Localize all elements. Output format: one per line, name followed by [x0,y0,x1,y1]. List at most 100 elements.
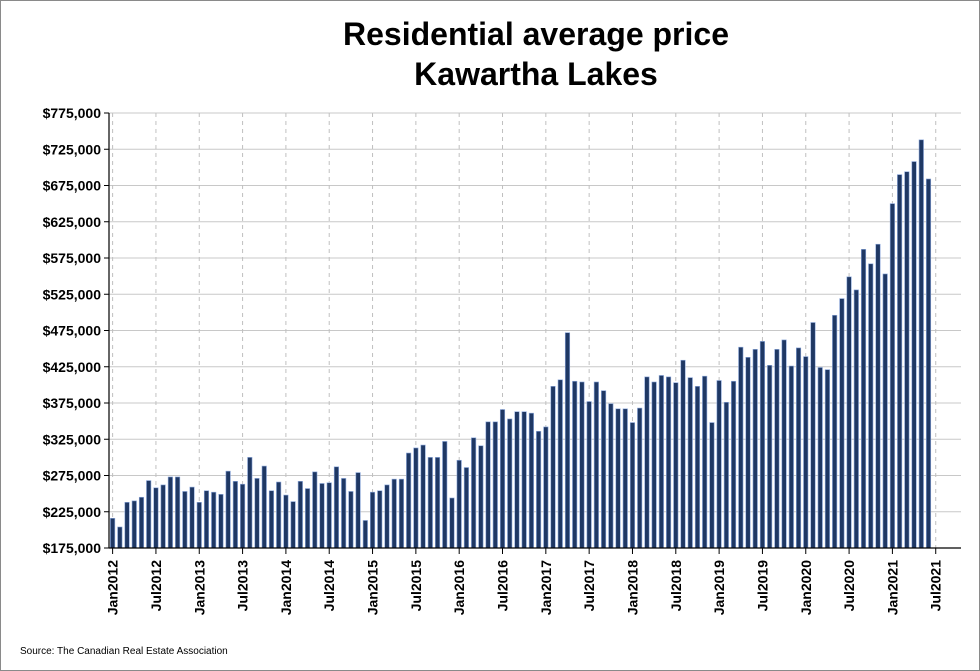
bar [839,298,845,549]
bar [413,447,419,549]
bar [398,478,404,549]
bar [860,249,867,549]
y-tick-label: $225,000 [43,504,102,520]
x-tick-label: Jul2016 [495,560,511,612]
bar [160,484,166,549]
x-tick-label: Jul2017 [581,560,597,612]
x-tick-label: Jan2021 [884,560,900,615]
bar [572,380,578,549]
x-tick-label: Jul2013 [235,560,251,612]
bar [297,480,303,549]
x-tick-label: Jan2020 [798,560,814,615]
bar [456,459,462,549]
x-tick-label: Jan2017 [538,560,554,615]
bar [333,466,339,549]
bar [276,481,282,549]
bar [514,411,520,549]
bar [629,422,636,549]
bar [875,243,881,549]
bar [658,375,664,549]
bar [463,467,469,549]
bar [189,486,195,549]
y-axis-ticks: $175,000 $225,000 $275,000 $325,000 $375,000… [43,105,102,556]
y-tick-label: $325,000 [43,431,102,447]
bar [788,365,794,549]
bar [817,367,823,549]
bar [167,476,173,549]
bar [752,349,758,549]
x-tick-label: Jan2014 [278,560,294,615]
bar [824,369,830,549]
bar [579,381,585,549]
bar [362,520,368,549]
chart-subtitle: Kawartha Lakes [414,56,658,92]
bar [348,491,354,549]
bar [637,407,643,549]
bar [795,347,802,549]
bar [492,421,498,549]
bar [759,341,765,549]
bar [731,380,737,549]
y-tick-label: $525,000 [43,286,102,302]
bar [543,426,549,549]
bar [832,314,838,549]
bar [536,430,542,549]
bar [218,494,224,549]
x-tick-label: Jan2016 [451,560,467,615]
x-tick-label: Jan2013 [191,560,207,615]
bar [694,386,700,549]
y-tick-label: $725,000 [43,141,102,157]
chart-title: Residential average price Kawartha Lakes [0,14,980,94]
bar [110,517,116,549]
bar [925,178,932,549]
bar [716,380,722,549]
bar [673,382,679,549]
bar [911,161,917,549]
bar [478,445,484,549]
bar [846,276,852,549]
bar [868,263,874,549]
bar [803,356,809,549]
bar [608,403,614,549]
bar [550,386,556,549]
y-tick-label: $275,000 [43,468,102,484]
bar [117,526,123,549]
bars [110,139,932,549]
bar [319,483,325,549]
bar [471,437,477,549]
source-note: Source: The Canadian Real Estate Associa… [20,646,228,657]
bar [449,497,455,549]
bar [232,480,238,549]
bar [593,381,599,549]
bar [427,457,433,549]
bar [384,484,390,549]
bar [882,273,888,549]
bar [175,476,181,549]
bar [774,349,780,549]
bar [687,377,693,549]
x-tick-label: Jul2015 [408,560,424,612]
bar [406,452,412,549]
bar [290,501,296,549]
y-tick-label: $375,000 [43,395,102,411]
x-tick-label: Jan2018 [624,560,640,615]
bar [211,491,217,549]
bar [622,408,628,549]
bar [644,376,650,549]
x-tick-label: Jan2019 [711,560,727,615]
x-axis-ticks: Jan2012 Jul2012 Jan2013 Jul2013 Jan2014 Jul20… [105,560,944,615]
bar [738,346,744,549]
bar [499,409,506,549]
bar [723,401,729,549]
bar [391,478,397,549]
bar [918,139,924,549]
bar [853,289,859,549]
bar [586,401,592,549]
bar [326,482,332,549]
bar [709,422,715,549]
bar [369,491,376,549]
x-tick-label: Jul2014 [321,560,337,612]
bar [897,174,903,549]
bar [767,364,773,549]
